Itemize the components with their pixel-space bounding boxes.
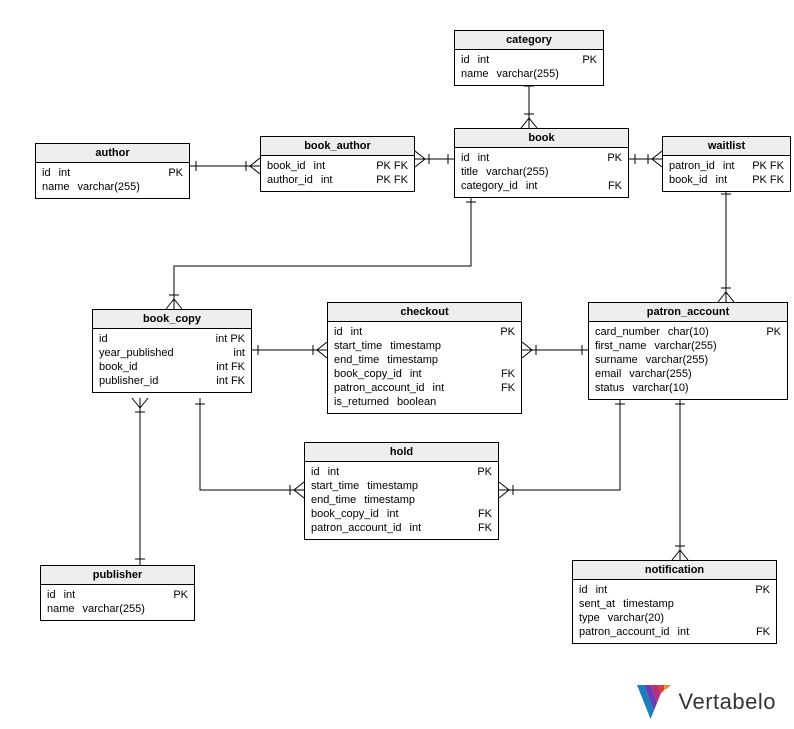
- entity-author: author idintPK namevarchar(255): [35, 143, 190, 199]
- entity-title: author: [36, 144, 189, 163]
- entity-waitlist: waitlist patron_idintPK FK book_idintPK …: [662, 136, 791, 192]
- entity-title: category: [455, 31, 603, 50]
- entity-title: waitlist: [663, 137, 790, 156]
- entity-patron-account: patron_account card_numberchar(10)PK fir…: [588, 302, 788, 400]
- col-name: id: [461, 53, 470, 67]
- entity-checkout: checkout idintPK start_timetimestamp end…: [327, 302, 522, 414]
- entity-title: book_copy: [93, 310, 251, 329]
- entity-notification: notification idintPK sent_attimestamp ty…: [572, 560, 777, 644]
- entity-publisher: publisher idintPK namevarchar(255): [40, 565, 195, 621]
- vertabelo-logo: Vertabelo: [637, 685, 776, 719]
- entity-title: patron_account: [589, 303, 787, 322]
- vertabelo-logo-icon: [637, 685, 671, 719]
- entity-title: book: [455, 129, 628, 148]
- entity-book: book idintPK titlevarchar(255) category_…: [454, 128, 629, 198]
- entity-title: hold: [305, 443, 498, 462]
- entity-title: checkout: [328, 303, 521, 322]
- vertabelo-logo-text: Vertabelo: [679, 689, 776, 715]
- col-key: PK: [576, 53, 597, 67]
- entity-book-copy: book_copy idint PK year_publishedint boo…: [92, 309, 252, 393]
- entity-title: notification: [573, 561, 776, 580]
- col-type: int: [470, 53, 577, 67]
- entity-category: category idintPK namevarchar(255): [454, 30, 604, 86]
- entity-book-author: book_author book_idintPK FK author_idint…: [260, 136, 415, 192]
- entity-title: publisher: [41, 566, 194, 585]
- entity-title: book_author: [261, 137, 414, 156]
- entity-hold: hold idintPK start_timetimestamp end_tim…: [304, 442, 499, 540]
